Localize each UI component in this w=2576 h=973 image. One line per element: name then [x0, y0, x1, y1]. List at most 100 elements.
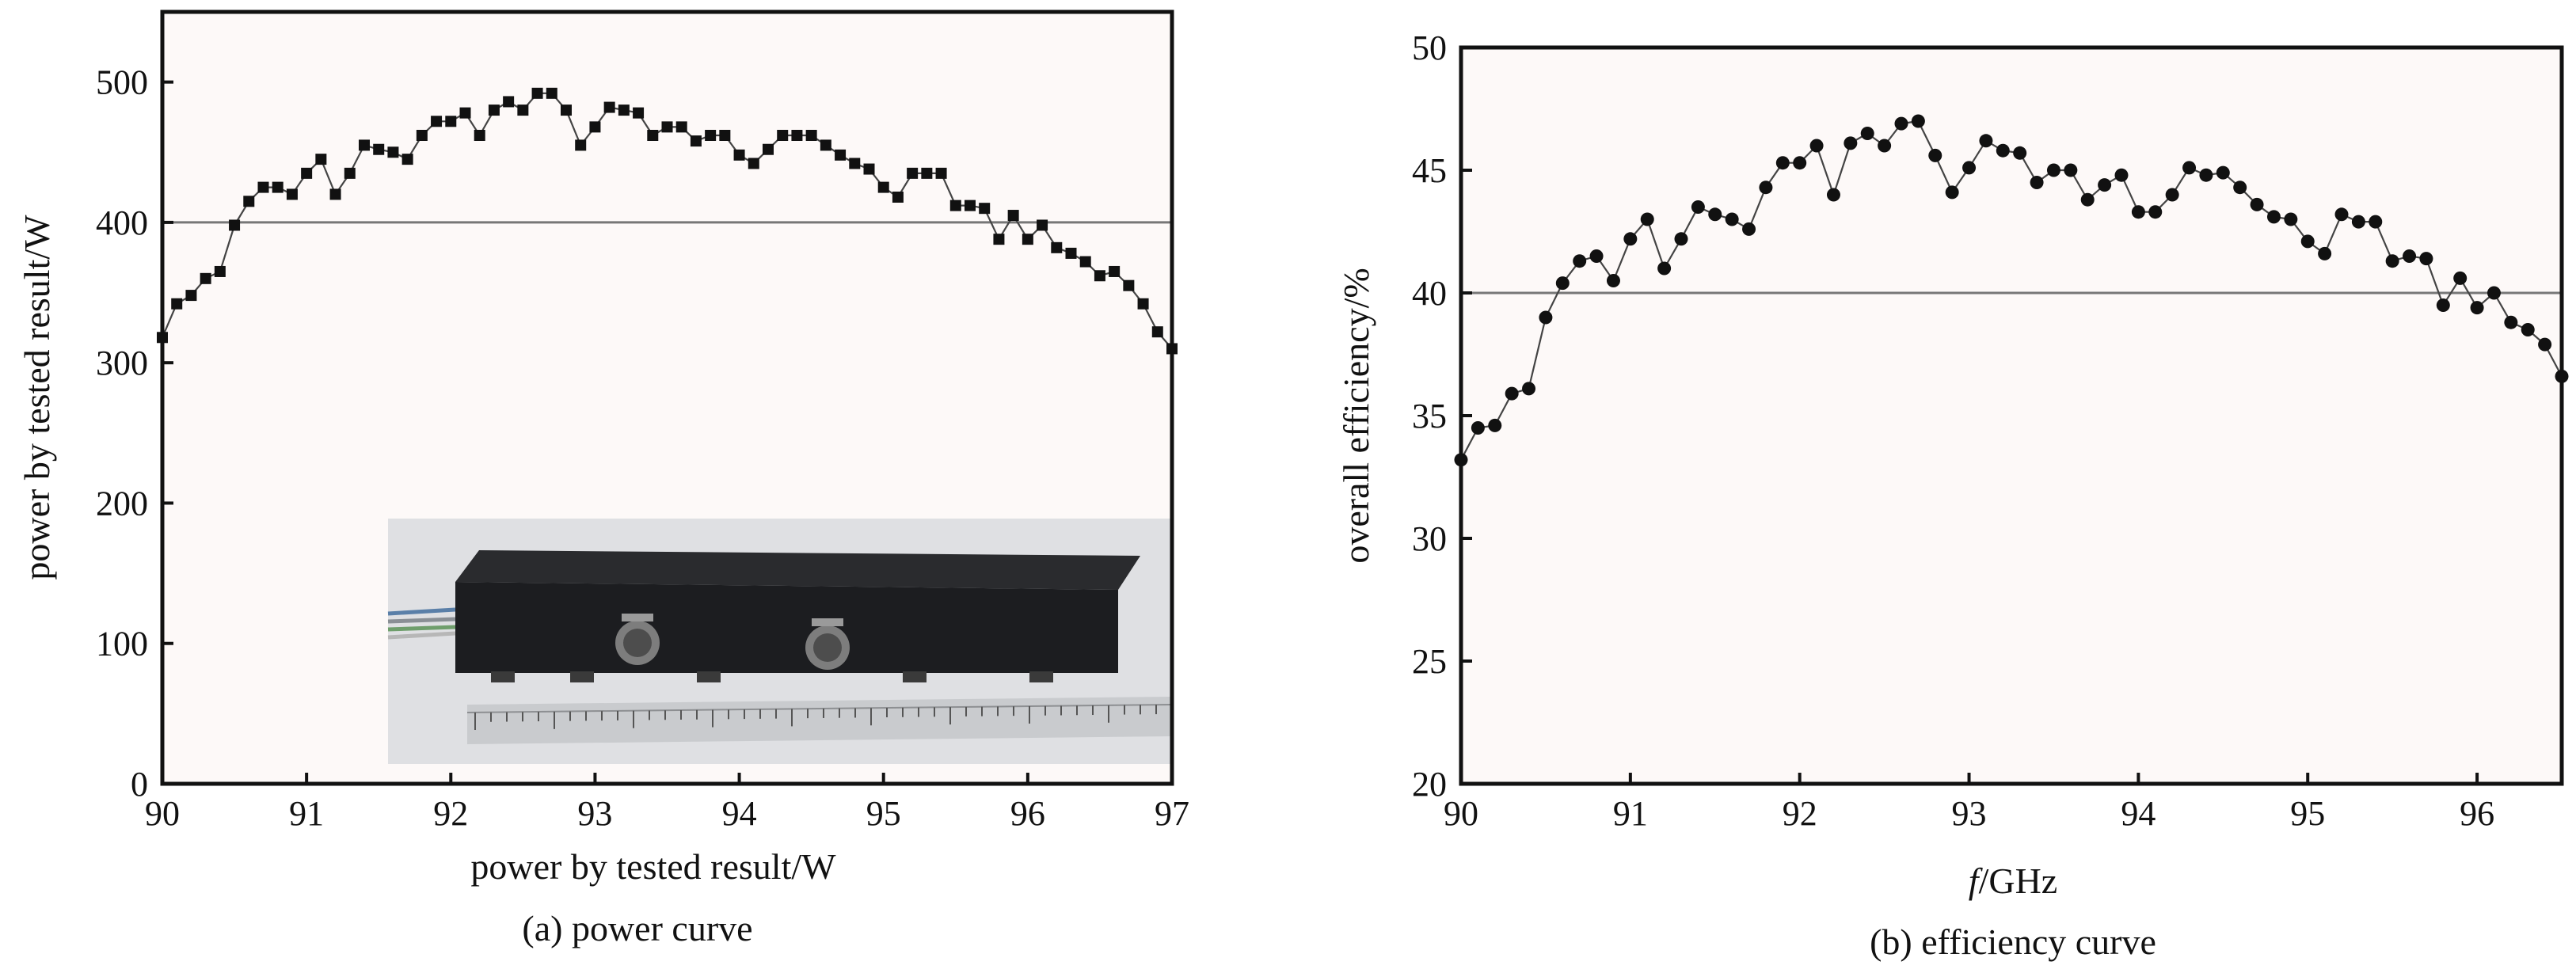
data-point-b-10	[1623, 232, 1638, 246]
data-point-a-18	[416, 130, 428, 141]
data-point-b-51	[2318, 246, 2332, 260]
data-point-b-3	[1505, 386, 1519, 401]
panel-a: 90 91 92 93 94 95 96 97 0 100 200 300 400 500 power b…	[17, 10, 1189, 948]
x-tick-label-a-3: 93	[577, 794, 612, 833]
caption-a: (a) power curve	[522, 908, 752, 948]
data-point-b-34	[2030, 176, 2044, 189]
data-point-b-9	[1606, 274, 1620, 287]
data-point-b-4	[1522, 382, 1536, 396]
data-point-a-50	[877, 181, 889, 193]
data-point-b-50	[2300, 234, 2315, 249]
x-tick-label-b-1: 91	[1613, 794, 1648, 833]
data-point-a-59	[1007, 210, 1019, 222]
x-axis-label-b-unit: /GHz	[1979, 861, 2058, 901]
data-point-b-1	[1471, 421, 1485, 435]
data-point-a-5	[229, 219, 241, 231]
data-point-b-49	[2284, 212, 2298, 226]
data-point-a-55	[949, 200, 961, 211]
data-point-a-36	[675, 121, 687, 133]
data-point-a-51	[892, 192, 904, 203]
data-point-a-47	[835, 149, 847, 161]
data-point-a-67	[1123, 279, 1135, 291]
x-tick-label-b-6: 96	[2460, 794, 2494, 833]
data-point-b-37	[2080, 192, 2095, 207]
data-point-b-5	[1539, 310, 1553, 325]
data-point-b-28	[1928, 148, 1942, 162]
x-tick-label-a-6: 96	[1010, 794, 1045, 833]
data-point-a-61	[1037, 219, 1048, 231]
panel-b: 90 91 92 93 94 95 96 20 25 30 35 40 45 50 f/GHz overa…	[1336, 29, 2569, 962]
data-point-a-17	[401, 154, 413, 165]
data-point-a-35	[661, 121, 673, 133]
data-point-a-53	[921, 167, 933, 179]
data-point-a-9	[286, 188, 298, 200]
data-point-b-7	[1573, 254, 1587, 268]
data-point-b-2	[1488, 418, 1502, 432]
data-point-b-25	[1878, 139, 1892, 153]
data-point-b-54	[2369, 215, 2383, 229]
x-tick-label-a-2: 92	[433, 794, 468, 833]
data-point-a-27	[546, 87, 557, 99]
data-point-a-37	[690, 135, 702, 147]
data-point-a-7	[257, 181, 269, 193]
y-tick-label-b-6: 50	[1412, 29, 1447, 67]
x-tick-label-b-4: 94	[2121, 794, 2156, 833]
data-point-b-14	[1691, 200, 1705, 214]
data-point-a-56	[965, 200, 976, 211]
data-point-a-38	[705, 130, 717, 141]
data-point-a-4	[214, 265, 226, 277]
y-tick-label-a-4: 400	[96, 203, 148, 242]
data-point-b-61	[2487, 286, 2501, 300]
data-point-a-3	[200, 272, 211, 284]
x-tick-label-a-7: 97	[1155, 794, 1189, 833]
data-point-b-39	[2114, 168, 2129, 182]
data-point-a-19	[431, 116, 443, 127]
data-point-b-33	[2013, 146, 2027, 160]
data-point-a-43	[777, 130, 789, 141]
data-point-b-47	[2250, 197, 2264, 211]
data-point-b-60	[2470, 301, 2484, 315]
data-point-a-6	[243, 196, 255, 207]
data-point-b-24	[1860, 127, 1874, 140]
data-point-a-11	[315, 154, 327, 165]
data-point-b-40	[2131, 205, 2145, 219]
data-point-b-15	[1708, 207, 1722, 222]
data-point-a-22	[474, 130, 485, 141]
data-point-a-68	[1137, 298, 1149, 310]
data-point-b-19	[1775, 156, 1790, 170]
x-tick-label-b-5: 95	[2290, 794, 2325, 833]
x-tick-label-b-3: 93	[1952, 794, 1987, 833]
y-axis-label-b: overall efficiency/%	[1336, 268, 1376, 563]
data-point-a-63	[1065, 247, 1077, 259]
caption-b: (b) efficiency curve	[1870, 922, 2156, 962]
data-point-a-16	[387, 146, 399, 158]
data-point-b-27	[1911, 114, 1925, 128]
plot-area-b	[1461, 48, 2562, 784]
data-point-a-15	[373, 143, 385, 155]
y-tick-label-b-5: 45	[1412, 151, 1447, 190]
data-point-a-41	[748, 158, 759, 169]
data-point-a-58	[993, 234, 1005, 245]
data-point-b-22	[1826, 188, 1840, 202]
data-point-b-45	[2216, 165, 2230, 180]
data-point-a-62	[1051, 241, 1063, 253]
data-point-b-52	[2334, 207, 2349, 222]
data-point-b-63	[2521, 323, 2535, 336]
data-point-b-62	[2504, 315, 2518, 329]
data-point-a-66	[1109, 265, 1121, 277]
y-tick-label-b-3: 35	[1412, 397, 1447, 435]
data-point-a-60	[1022, 234, 1033, 245]
data-point-a-31	[603, 101, 615, 113]
y-tick-label-b-0: 20	[1412, 765, 1447, 804]
data-point-b-13	[1674, 232, 1688, 246]
data-point-a-1	[171, 298, 183, 310]
data-point-a-33	[633, 107, 645, 119]
amplifier-module-photo	[387, 519, 1173, 764]
data-point-b-59	[2453, 271, 2468, 285]
data-point-a-40	[733, 149, 745, 161]
data-point-b-43	[2182, 161, 2197, 175]
data-point-b-23	[1844, 136, 1858, 150]
data-point-b-42	[2165, 188, 2179, 202]
data-point-b-18	[1759, 181, 1773, 195]
